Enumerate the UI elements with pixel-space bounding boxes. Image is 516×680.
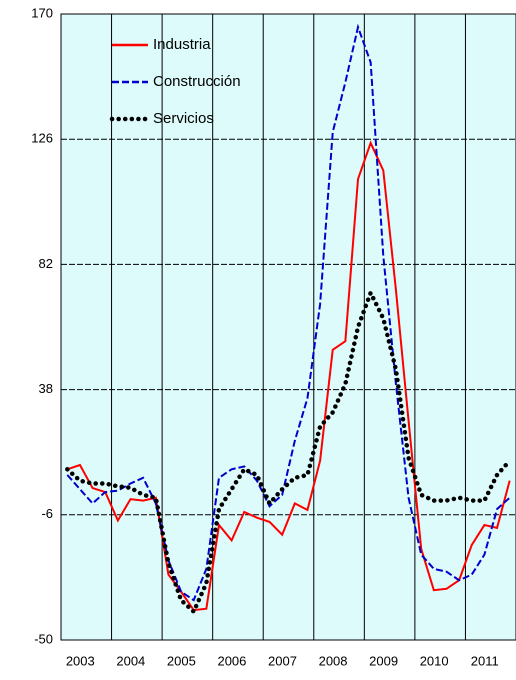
y-tick-label: -6	[41, 506, 53, 521]
series-line	[65, 287, 512, 616]
x-tick-label: 2007	[268, 653, 297, 668]
x-tick-label: 2006	[217, 653, 246, 668]
y-tick-label: 126	[31, 131, 53, 146]
x-tick-label: 2003	[66, 653, 95, 668]
legend-label: Industria	[153, 36, 211, 53]
x-tick-label: 2005	[167, 653, 196, 668]
y-tick-label: 170	[31, 5, 53, 20]
y-tick-label: 82	[39, 256, 53, 271]
y-tick-label: -50	[34, 631, 53, 646]
plot-frame	[60, 13, 516, 641]
legend-label: Servicios	[153, 110, 214, 127]
y-tick-label: 38	[39, 381, 53, 396]
x-tick-label: 2009	[369, 653, 398, 668]
series-line	[66, 140, 511, 612]
plot-background	[61, 14, 516, 640]
x-tick-label: 2010	[420, 653, 449, 668]
series-line	[66, 23, 511, 602]
x-tick-label: 2004	[116, 653, 145, 668]
legend-label: Construcción	[153, 73, 241, 90]
x-tick-label: 2011	[471, 653, 499, 668]
x-tick-label: 2008	[319, 653, 348, 668]
